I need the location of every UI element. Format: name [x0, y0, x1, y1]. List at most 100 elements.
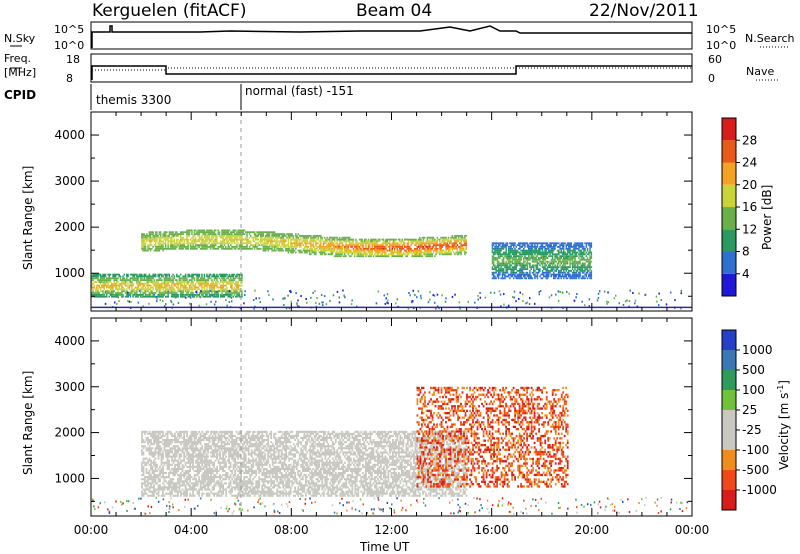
power-cell: [551, 260, 554, 263]
power-cell: [159, 242, 162, 245]
power-cell: [390, 238, 392, 241]
power-cell: [336, 290, 339, 293]
power-cell: [147, 282, 149, 285]
power-cell: [164, 238, 167, 241]
power-cell: [548, 255, 550, 258]
power-cell: [568, 257, 570, 259]
power-cell: [198, 229, 201, 232]
power-cell: [244, 294, 246, 296]
power-cell: [429, 253, 431, 256]
power-cell: [303, 236, 306, 239]
power-cell: [556, 253, 559, 256]
power-cell: [220, 244, 222, 246]
power-cell: [166, 286, 168, 289]
power-cell: [546, 270, 549, 272]
power-cell: [497, 257, 500, 259]
power-cell: [581, 266, 584, 269]
power-cell: [454, 238, 456, 241]
power-cell: [107, 281, 109, 283]
power-cell: [174, 244, 177, 246]
power-cell: [211, 229, 213, 232]
power-cell: [510, 244, 512, 246]
velocity-cell: [148, 490, 151, 493]
power-cell: [559, 251, 561, 254]
velocity-cell: [153, 472, 155, 475]
power-cell: [419, 240, 421, 243]
power-cell: [126, 288, 128, 291]
velocity-cell: [157, 492, 160, 495]
power-cell: [146, 235, 148, 237]
power-cell: [435, 242, 437, 245]
power-cell: [187, 229, 189, 232]
power-cell: [257, 244, 259, 246]
power-cell: [163, 238, 166, 241]
power-cell: [435, 307, 437, 310]
power-cell: [287, 236, 290, 239]
power-cell: [575, 275, 578, 278]
power-cell: [402, 242, 405, 245]
power-cell: [91, 281, 93, 283]
power-cell: [451, 244, 454, 246]
power-cell: [513, 255, 515, 258]
power-cell: [139, 284, 142, 287]
power-cell: [342, 255, 345, 258]
power-cell: [583, 258, 585, 261]
power-cell: [198, 238, 201, 241]
power-cell: [184, 275, 187, 278]
power-cell: [141, 282, 143, 285]
velocity-cell: [153, 476, 155, 479]
power-cell: [159, 282, 162, 285]
power-cell: [558, 266, 560, 269]
power-cell: [444, 238, 446, 241]
power-cell: [273, 240, 276, 243]
power-cell: [217, 275, 219, 278]
power-cell: [588, 305, 591, 307]
power-cell: [192, 242, 194, 245]
power-cell: [569, 257, 571, 259]
power-cell: [123, 277, 126, 280]
power-cell: [578, 253, 580, 256]
power-cell: [565, 244, 567, 246]
power-cell: [559, 264, 561, 267]
velocity-cell: [156, 434, 158, 437]
power-cell: [566, 258, 569, 261]
power-cell: [148, 279, 151, 281]
power-cell: [379, 247, 381, 250]
power-cell: [356, 249, 358, 252]
power-cell: [129, 284, 132, 287]
power-cell: [521, 251, 524, 254]
power-cell: [152, 238, 154, 241]
power-cell: [589, 271, 591, 274]
power-cell: [382, 246, 385, 248]
power-cell: [130, 300, 132, 303]
power-cell: [189, 242, 192, 245]
power-cell: [440, 251, 442, 254]
power-cell: [434, 249, 436, 252]
power-cell: [153, 295, 156, 298]
power-cell: [159, 286, 162, 289]
power-cell: [575, 251, 578, 254]
power-cell: [106, 284, 108, 287]
power-cell: [103, 295, 105, 298]
power-cell: [127, 282, 129, 285]
power-cell: [144, 288, 147, 291]
power-cell: [176, 273, 178, 276]
power-cell: [164, 295, 167, 298]
power-cell: [370, 242, 372, 245]
power-cell: [401, 246, 403, 248]
power-cell: [154, 275, 157, 278]
power-cell: [369, 246, 371, 248]
power-cell: [147, 247, 149, 250]
power-cell: [109, 277, 112, 280]
power-cell: [502, 273, 505, 276]
power-cell: [162, 286, 164, 289]
power-cell: [312, 240, 315, 243]
power-cell: [490, 291, 492, 294]
power-cell: [212, 231, 214, 234]
power-cell: [132, 284, 134, 287]
power-cell: [519, 258, 521, 261]
power-cell: [350, 244, 352, 246]
power-cell: [268, 231, 271, 234]
power-cell: [118, 300, 120, 303]
power-cell: [584, 266, 586, 269]
